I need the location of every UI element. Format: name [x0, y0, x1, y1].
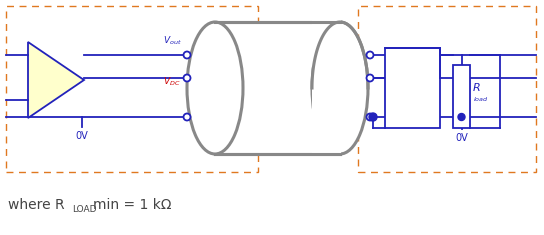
- Bar: [358, 6, 536, 172]
- Bar: [215, 22, 340, 154]
- Text: $V_{DC}$: $V_{DC}$: [163, 75, 181, 87]
- Text: 0V: 0V: [455, 133, 468, 143]
- Text: where R: where R: [8, 198, 65, 212]
- Bar: [6, 6, 258, 172]
- Circle shape: [367, 51, 374, 59]
- Circle shape: [183, 51, 190, 59]
- Circle shape: [183, 74, 190, 82]
- Text: LOAD: LOAD: [72, 205, 96, 215]
- Text: $V_{out}$: $V_{out}$: [163, 35, 182, 47]
- Circle shape: [183, 114, 190, 121]
- Bar: [453, 65, 470, 128]
- Circle shape: [367, 74, 374, 82]
- Bar: [385, 48, 440, 128]
- Text: R: R: [473, 83, 481, 93]
- Polygon shape: [28, 42, 84, 118]
- Bar: [312, 20, 341, 156]
- Circle shape: [458, 114, 465, 121]
- Ellipse shape: [312, 22, 368, 154]
- Circle shape: [367, 114, 374, 121]
- Text: min = 1 kΩ: min = 1 kΩ: [93, 198, 171, 212]
- Ellipse shape: [187, 22, 243, 154]
- Text: $_{load}$: $_{load}$: [473, 95, 489, 105]
- Text: 0V: 0V: [76, 131, 88, 141]
- Circle shape: [369, 113, 377, 121]
